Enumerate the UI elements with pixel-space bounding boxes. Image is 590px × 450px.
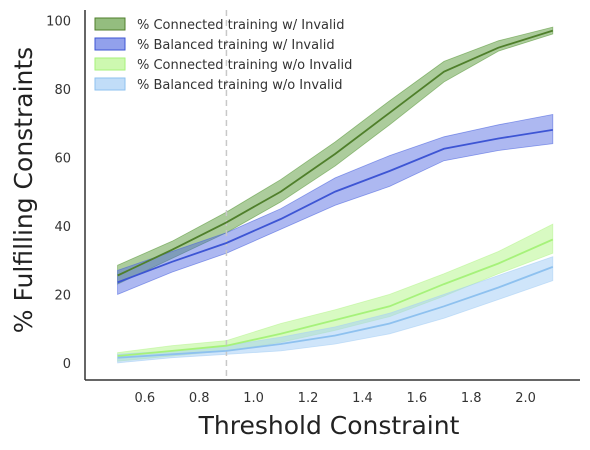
y-tick-label: 0 [63,357,71,372]
legend-label: % Connected training w/ Invalid [137,18,344,33]
y-tick-label: 60 [54,151,71,166]
legend-swatch [94,37,126,51]
legend-label: % Connected training w/o Invalid [137,58,352,73]
line-series-0 [117,29,554,277]
line-series-2 [117,238,554,357]
axes [84,10,580,381]
line-series-3 [117,266,554,359]
x-tick-label: 0.6 [134,391,155,406]
x-tick-label: 1.6 [406,391,427,406]
legend-swatch [94,57,126,71]
y-tick-label: 40 [54,220,71,235]
legend-swatch [94,77,126,91]
legend: % Connected training w/ Invalid % Balance… [94,17,352,93]
legend-swatch [94,17,126,31]
ticks: 0.6 0.8 1.0 1.2 1.4 1.6 1.8 2.0 0 20 40 60 80 100 [46,14,536,406]
legend-label: % Balanced training w/ Invalid [137,38,335,53]
y-tick-label: 80 [54,83,71,98]
x-tick-label: 1.4 [352,391,373,406]
x-tick-label: 2.0 [515,391,536,406]
x-tick-label: 1.2 [298,391,319,406]
y-tick-label: 100 [46,14,71,29]
x-tick-label: 1.0 [243,391,264,406]
y-axis-title: % Fulfilling Constraints [9,47,38,333]
x-tick-label: 1.8 [461,391,482,406]
x-tick-label: 0.8 [189,391,210,406]
legend-label: % Balanced training w/o Invalid [137,78,343,93]
y-tick-label: 20 [54,288,71,303]
line-series-1 [117,129,553,284]
series-lines [117,29,554,359]
x-axis-title: Threshold Constraint [198,411,460,440]
